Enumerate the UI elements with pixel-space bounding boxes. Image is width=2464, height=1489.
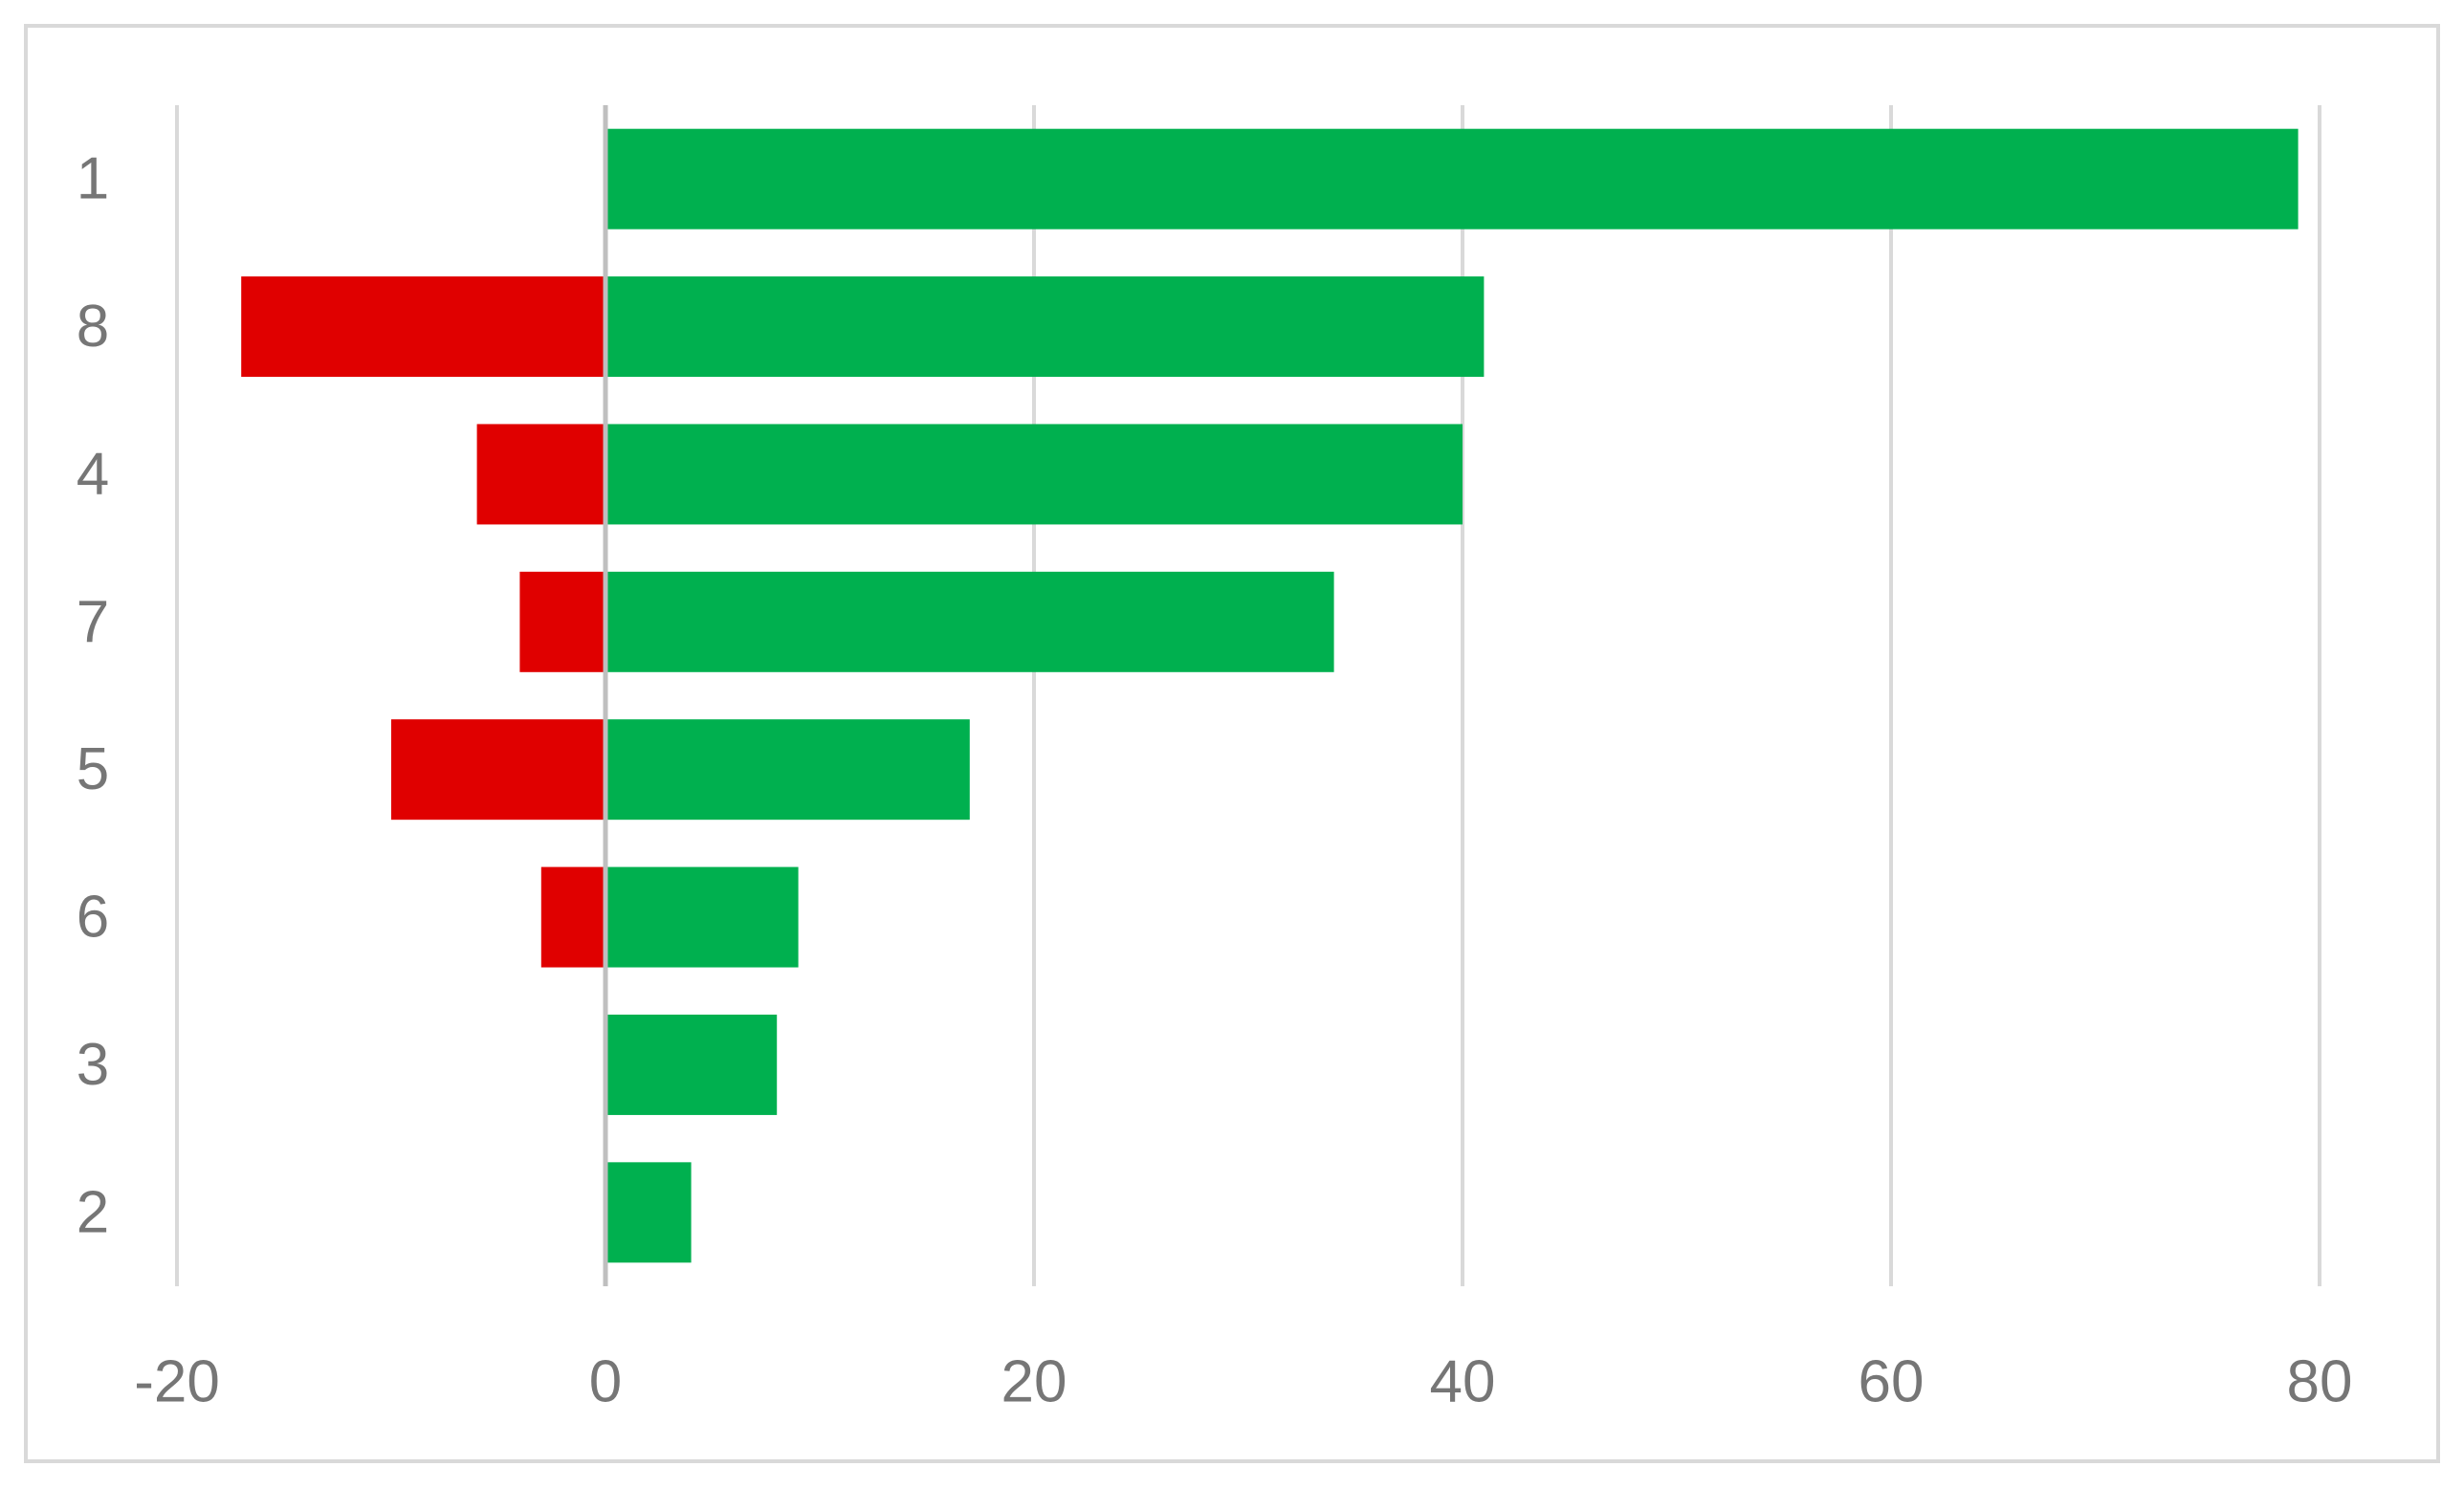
- y-tick-labels: 1 8 4 7 5 6 3 2: [77, 146, 109, 1246]
- bars: [241, 128, 2299, 1263]
- bar-4-positive: [605, 424, 1463, 525]
- bar-6-negative: [540, 866, 605, 968]
- y-tick-label-5: 5: [77, 736, 109, 802]
- bar-8-negative: [241, 276, 605, 378]
- y-tick-label-4: 4: [77, 441, 109, 507]
- y-tick-label-7: 7: [77, 589, 109, 655]
- bar-5-positive: [605, 719, 970, 821]
- x-tick-label-20: 20: [1001, 1349, 1067, 1415]
- x-tick-labels: -20 0 20 40 60 80: [134, 1349, 2352, 1415]
- y-tick-label-1: 1: [77, 146, 109, 212]
- bar-5-negative: [391, 719, 605, 821]
- x-tick-label-40: 40: [1430, 1349, 1496, 1415]
- bar-1-positive: [605, 128, 2299, 230]
- x-tick-label-80: 80: [2287, 1349, 2353, 1415]
- bar-4-negative: [476, 424, 605, 525]
- bar-7-negative: [519, 571, 605, 672]
- x-tick-label-60: 60: [1859, 1349, 1925, 1415]
- y-tick-label-2: 2: [77, 1179, 109, 1245]
- x-tick-label-0: 0: [589, 1349, 622, 1415]
- bar-3-positive: [605, 1014, 778, 1115]
- y-tick-label-6: 6: [77, 885, 109, 951]
- y-tick-label-3: 3: [77, 1032, 109, 1098]
- bar-8-positive: [605, 276, 1485, 378]
- bar-2-positive: [605, 1162, 692, 1263]
- x-tick-label--20: -20: [134, 1349, 220, 1415]
- bar-7-positive: [605, 571, 1334, 672]
- y-tick-label-8: 8: [77, 294, 109, 360]
- bar-6-positive: [605, 866, 799, 968]
